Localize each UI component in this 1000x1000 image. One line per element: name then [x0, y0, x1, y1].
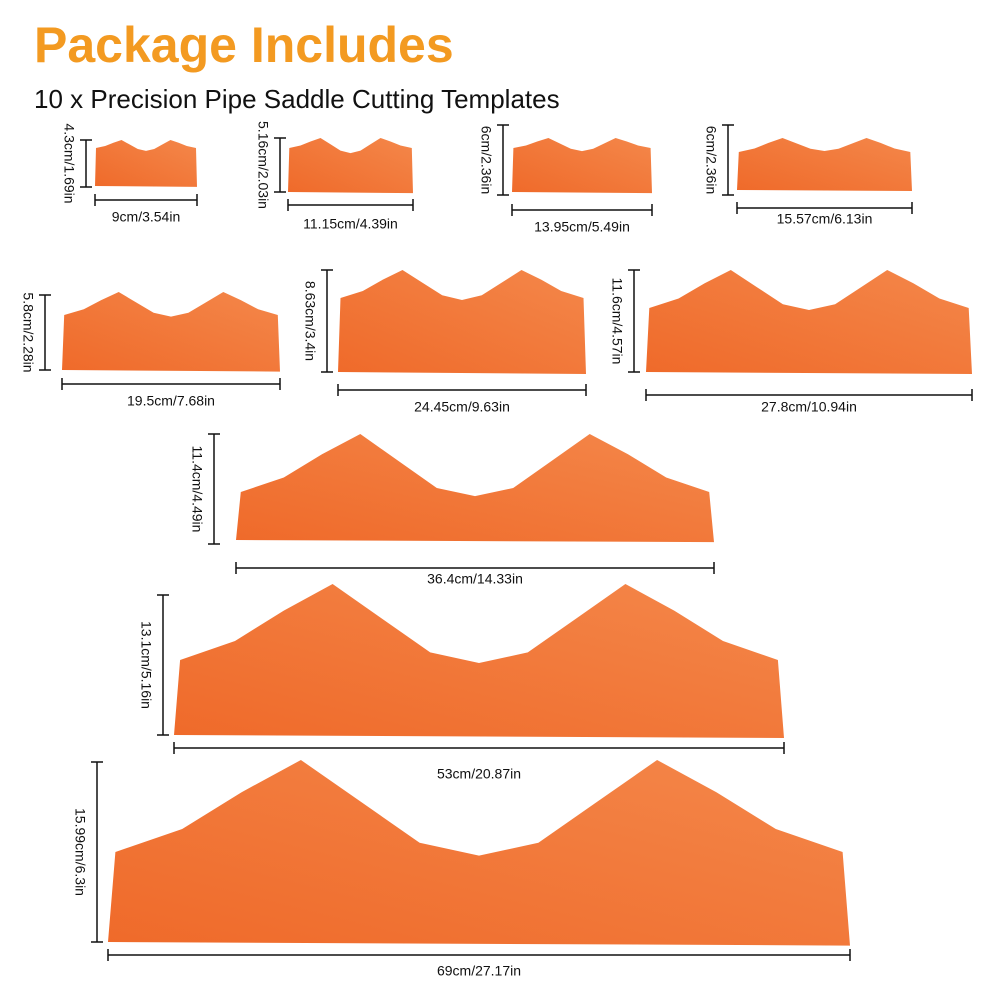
width-label: 11.15cm/4.39in	[303, 216, 398, 232]
height-label: 11.6cm/4.57in	[609, 278, 625, 365]
width-label: 9cm/3.54in	[112, 209, 180, 225]
height-label: 6cm/2.36in	[703, 126, 719, 194]
template-shape	[95, 140, 197, 187]
width-label: 36.4cm/14.33in	[427, 571, 523, 587]
template-shape	[174, 584, 784, 738]
template-shape	[108, 760, 850, 946]
template-shape	[646, 270, 972, 374]
template-shape	[512, 138, 652, 194]
template-shape	[62, 292, 280, 372]
title: Package Includes	[34, 17, 454, 73]
width-label: 15.57cm/6.13in	[777, 211, 873, 227]
width-label: 27.8cm/10.94in	[761, 399, 857, 415]
height-label: 8.63cm/3.4in	[302, 281, 318, 361]
height-label: 4.3cm/1.69in	[61, 123, 77, 203]
width-label: 53cm/20.87in	[437, 766, 521, 782]
width-label: 24.45cm/9.63in	[414, 399, 510, 415]
height-label: 5.8cm/2.28in	[20, 292, 36, 372]
height-label: 6cm/2.36in	[478, 126, 494, 194]
height-label: 15.99cm/6.3in	[72, 808, 88, 896]
template-shape	[288, 138, 413, 194]
height-label: 11.4cm/4.49in	[189, 446, 205, 533]
height-label: 13.1cm/5.16in	[138, 621, 154, 709]
width-label: 69cm/27.17in	[437, 963, 521, 979]
subtitle: 10 x Precision Pipe Saddle Cutting Templ…	[34, 84, 560, 114]
width-label: 19.5cm/7.68in	[127, 393, 215, 409]
template-shape	[236, 434, 714, 543]
height-label: 5.16cm/2.03in	[255, 121, 271, 209]
template-shape	[737, 138, 912, 191]
width-label: 13.95cm/5.49in	[534, 219, 630, 235]
template-shape	[338, 270, 586, 374]
